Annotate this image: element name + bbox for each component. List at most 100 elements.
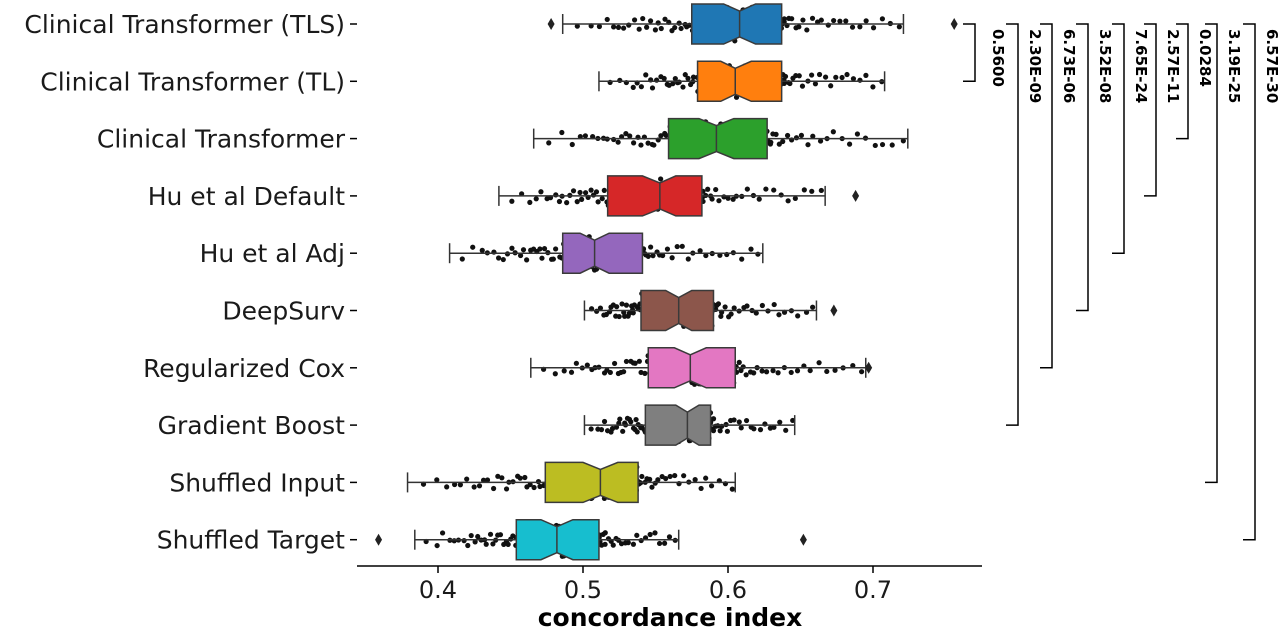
swarm-point [647,476,653,482]
swarm-point [621,25,627,31]
swarm-point [753,310,759,316]
swarm-point [509,198,515,204]
swarm-point [810,133,816,139]
category-label-shuffled-input: Shuffled Input [169,468,345,497]
swarm-point [615,24,622,30]
x-axis: 0.4 0.5 0.6 0.7 [357,565,982,604]
swarm-point [582,133,588,139]
swarm-point [725,195,731,201]
swarm-point [509,245,515,251]
swarm-point [854,131,861,137]
swarm-point [685,75,691,81]
bracket-line [1112,23,1125,254]
swarm-point [617,416,623,422]
swarm-point [484,477,491,483]
outlier-0 [375,533,383,546]
swarm-point [676,79,682,85]
category-label-clinical-transformer-tls: Clinical Transformer (TLS) [24,10,345,39]
box-shuffled-input [406,461,736,504]
swarm-point [607,369,613,376]
swarm-point [710,428,717,434]
swarm-point [781,80,787,87]
swarm-point [602,541,608,547]
p-value-label: 6.73E-06 [1060,29,1078,103]
swarm-point [879,16,885,22]
swarm-point [471,484,477,490]
swarm-point [788,369,794,376]
swarm-point [731,305,737,311]
swarm-point [768,139,774,145]
swarm-point [789,16,795,22]
category-label-regularized-cox: Regularized Cox [143,354,345,383]
swarm-point [434,477,440,483]
swarm-point [553,246,559,252]
swarm-point [781,19,787,25]
swarm-point [715,301,722,307]
swarm-point [828,83,834,89]
swarm-point [661,540,668,546]
box-regularized-cox [530,347,873,389]
swarm-point [812,81,819,87]
swarm-point [678,25,684,32]
swarm-point [658,176,664,182]
swarm-point [831,17,837,24]
swarm-point [756,196,762,202]
swarm-point [658,133,664,139]
swarm-point [810,304,816,310]
swarm-point [552,371,558,377]
swarm-point [574,199,580,205]
swarm-point [833,74,839,80]
swarm-point [636,358,642,364]
swarm-point [850,76,857,82]
swarm-point [625,540,631,546]
swarm-point [900,138,906,144]
swarm-point [638,84,644,90]
swarm-point [599,195,605,202]
swarm-point [503,486,510,492]
swarm-point [870,84,876,90]
swarm-point [582,190,589,196]
category-label-shuffled-target: Shuffled Target [157,526,345,555]
swarm-point [718,313,724,319]
swarm-point [784,132,791,139]
swarm-point [472,539,478,545]
swarm-point [577,189,583,196]
swarm-point [698,485,704,492]
swarm-point [672,76,678,82]
swarm-point [636,26,642,32]
swarm-point [479,247,485,253]
swarm-point [801,187,807,193]
swarm-point [710,416,717,422]
swarm-point [595,199,601,205]
bracket-line [963,23,976,83]
swarm-point [527,199,533,206]
swarm-point [709,196,715,202]
outlier-0 [852,189,860,202]
swarm-point [843,18,849,24]
box-body [647,347,736,389]
swarm-point [846,141,853,147]
swarm-point [661,75,667,82]
box-body [667,117,768,160]
box-body [696,60,783,103]
x-axis-title: concordance index [538,603,803,632]
swarm-point [816,71,823,78]
bracket-line [1205,23,1218,484]
swarm-point [740,364,746,370]
swarm-point [568,369,575,375]
swarm-point [630,541,637,547]
swarm-point [652,530,658,536]
bracket-line [1076,23,1089,312]
swarm-point [495,473,501,479]
x-tick-label-0.5: 0.5 [564,576,602,604]
swarm-point [794,368,801,374]
swarm-point [609,425,616,432]
swarm-point [736,419,742,425]
swarm-point [809,188,815,194]
swarm-point [739,256,745,262]
box-deepsurv [583,289,838,332]
p-value-label: 7.65E-24 [1132,29,1150,103]
p-value-label: 3.19E-25 [1225,29,1243,103]
swarm-point [495,255,502,261]
swarm-point [859,369,865,375]
